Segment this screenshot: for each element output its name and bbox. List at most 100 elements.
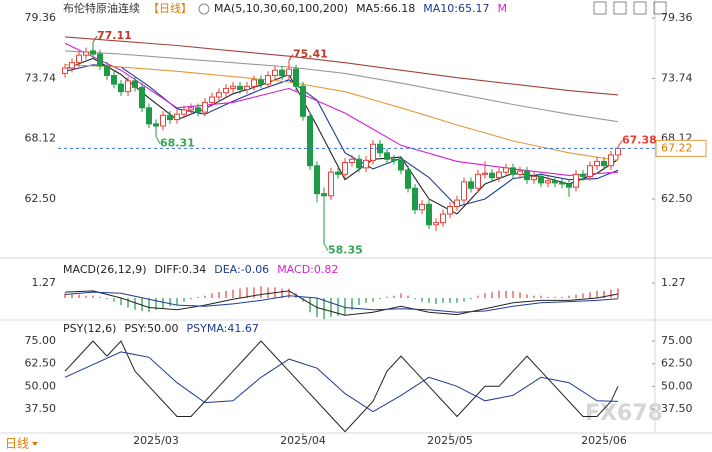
marker-line [92, 35, 98, 43]
candle-body [167, 114, 173, 121]
settings-icon[interactable] [198, 3, 210, 15]
candle-body [391, 158, 397, 161]
candle-body [286, 68, 292, 77]
candle-body [314, 165, 320, 195]
candle-body [188, 107, 194, 111]
period-label: 【日线】 [148, 1, 192, 15]
candle-body [69, 62, 75, 69]
candle-body [251, 79, 257, 87]
candle-body [503, 167, 509, 173]
candle-body [342, 162, 348, 175]
candle-body [559, 182, 565, 185]
y-tick-label: 50.00 [25, 379, 57, 392]
price-label: 67.22 [661, 141, 693, 154]
candle-body [384, 152, 390, 160]
candle-body [405, 169, 411, 189]
candle-body [237, 85, 243, 91]
legend-entry: DIFF:0.34 [155, 263, 207, 276]
price-marker: 68.31 [160, 137, 195, 150]
icon-button[interactable] [633, 1, 647, 15]
period-selector[interactable]: 日线 [5, 437, 29, 451]
candle-body [244, 85, 250, 91]
candle-body [475, 173, 481, 189]
candle-body [223, 87, 229, 94]
candle-body [426, 203, 432, 226]
candle-body [83, 51, 89, 56]
indicator-line [64, 340, 619, 433]
price-marker: 58.35 [328, 244, 363, 257]
x-tick-label: 2025/03 [133, 434, 179, 447]
candle-body [440, 213, 446, 224]
candle-body [356, 158, 362, 169]
candle-body [307, 115, 313, 167]
candle-body [412, 187, 418, 211]
indicator-line [64, 36, 619, 96]
legend-more: M [498, 2, 508, 15]
candle-body [160, 114, 166, 127]
y-tick-label: 73.74 [661, 71, 693, 84]
y-tick-label: 62.50 [25, 357, 57, 370]
candle-body [90, 50, 96, 55]
candle-body [181, 109, 187, 115]
indicator-line [64, 291, 619, 313]
y-tick-label: 75.00 [25, 334, 57, 347]
candle-body [510, 167, 516, 175]
y-tick-label: 73.74 [25, 71, 57, 84]
candle-body [104, 65, 110, 77]
x-tick-label: 2025/06 [581, 434, 627, 447]
panel-title: MACD(26,12,9) [63, 263, 147, 276]
candle-body [174, 113, 180, 121]
y-tick-label: 1.27 [32, 276, 57, 289]
marker-line [288, 54, 294, 61]
candle-body [321, 193, 327, 197]
y-tick-label: 62.50 [661, 357, 693, 370]
candle-body [293, 68, 299, 87]
candle-body [146, 107, 152, 125]
candle-body [335, 171, 341, 175]
icon-button[interactable] [613, 1, 627, 15]
marker-line [155, 136, 161, 144]
indicator-line [64, 50, 619, 123]
candle-body [587, 165, 593, 177]
price-marker: 75.41 [293, 47, 328, 60]
instrument-title: 布伦特原油连续 [63, 1, 140, 15]
legend-entry: DEA:-0.06 [214, 263, 269, 276]
candle-body [454, 199, 460, 208]
x-tick-label: 2025/04 [280, 434, 326, 447]
candle-body [531, 175, 537, 181]
candle-body [363, 159, 369, 169]
y-tick-label: 75.00 [661, 334, 693, 347]
icon-button[interactable] [593, 1, 607, 15]
candle-body [538, 175, 544, 184]
candle-body [566, 183, 572, 188]
candle-body [76, 54, 82, 64]
indicator-line [64, 42, 619, 176]
legend-entry: MA10:65.17 [423, 2, 489, 15]
candle-body [468, 181, 474, 189]
ma-params: MA(5,10,30,60,100,200) [214, 2, 348, 15]
y-tick-label: 79.36 [25, 11, 57, 24]
marker-line [617, 140, 623, 147]
marker-line [323, 243, 329, 251]
indicator-line [64, 351, 619, 413]
icon-button[interactable] [653, 1, 667, 15]
dropdown-arrow[interactable] [32, 442, 38, 446]
candle-body [97, 53, 103, 67]
candle-body [300, 85, 306, 117]
candle-body [447, 206, 453, 215]
y-tick-label: 62.50 [661, 192, 693, 205]
legend-entry: PSY:50.00 [124, 322, 178, 335]
candle-body [265, 75, 271, 85]
toolbar-icons[interactable] [593, 1, 667, 15]
candle-body [608, 154, 614, 167]
y-tick-label: 1.27 [661, 276, 686, 289]
candle-body [461, 181, 467, 201]
candle-body [580, 173, 586, 177]
candle-body [419, 203, 425, 211]
candle-body [594, 160, 600, 167]
candle-body [258, 79, 264, 85]
candle-body [489, 172, 495, 179]
candle-body [118, 83, 124, 93]
candle-body [545, 180, 551, 184]
